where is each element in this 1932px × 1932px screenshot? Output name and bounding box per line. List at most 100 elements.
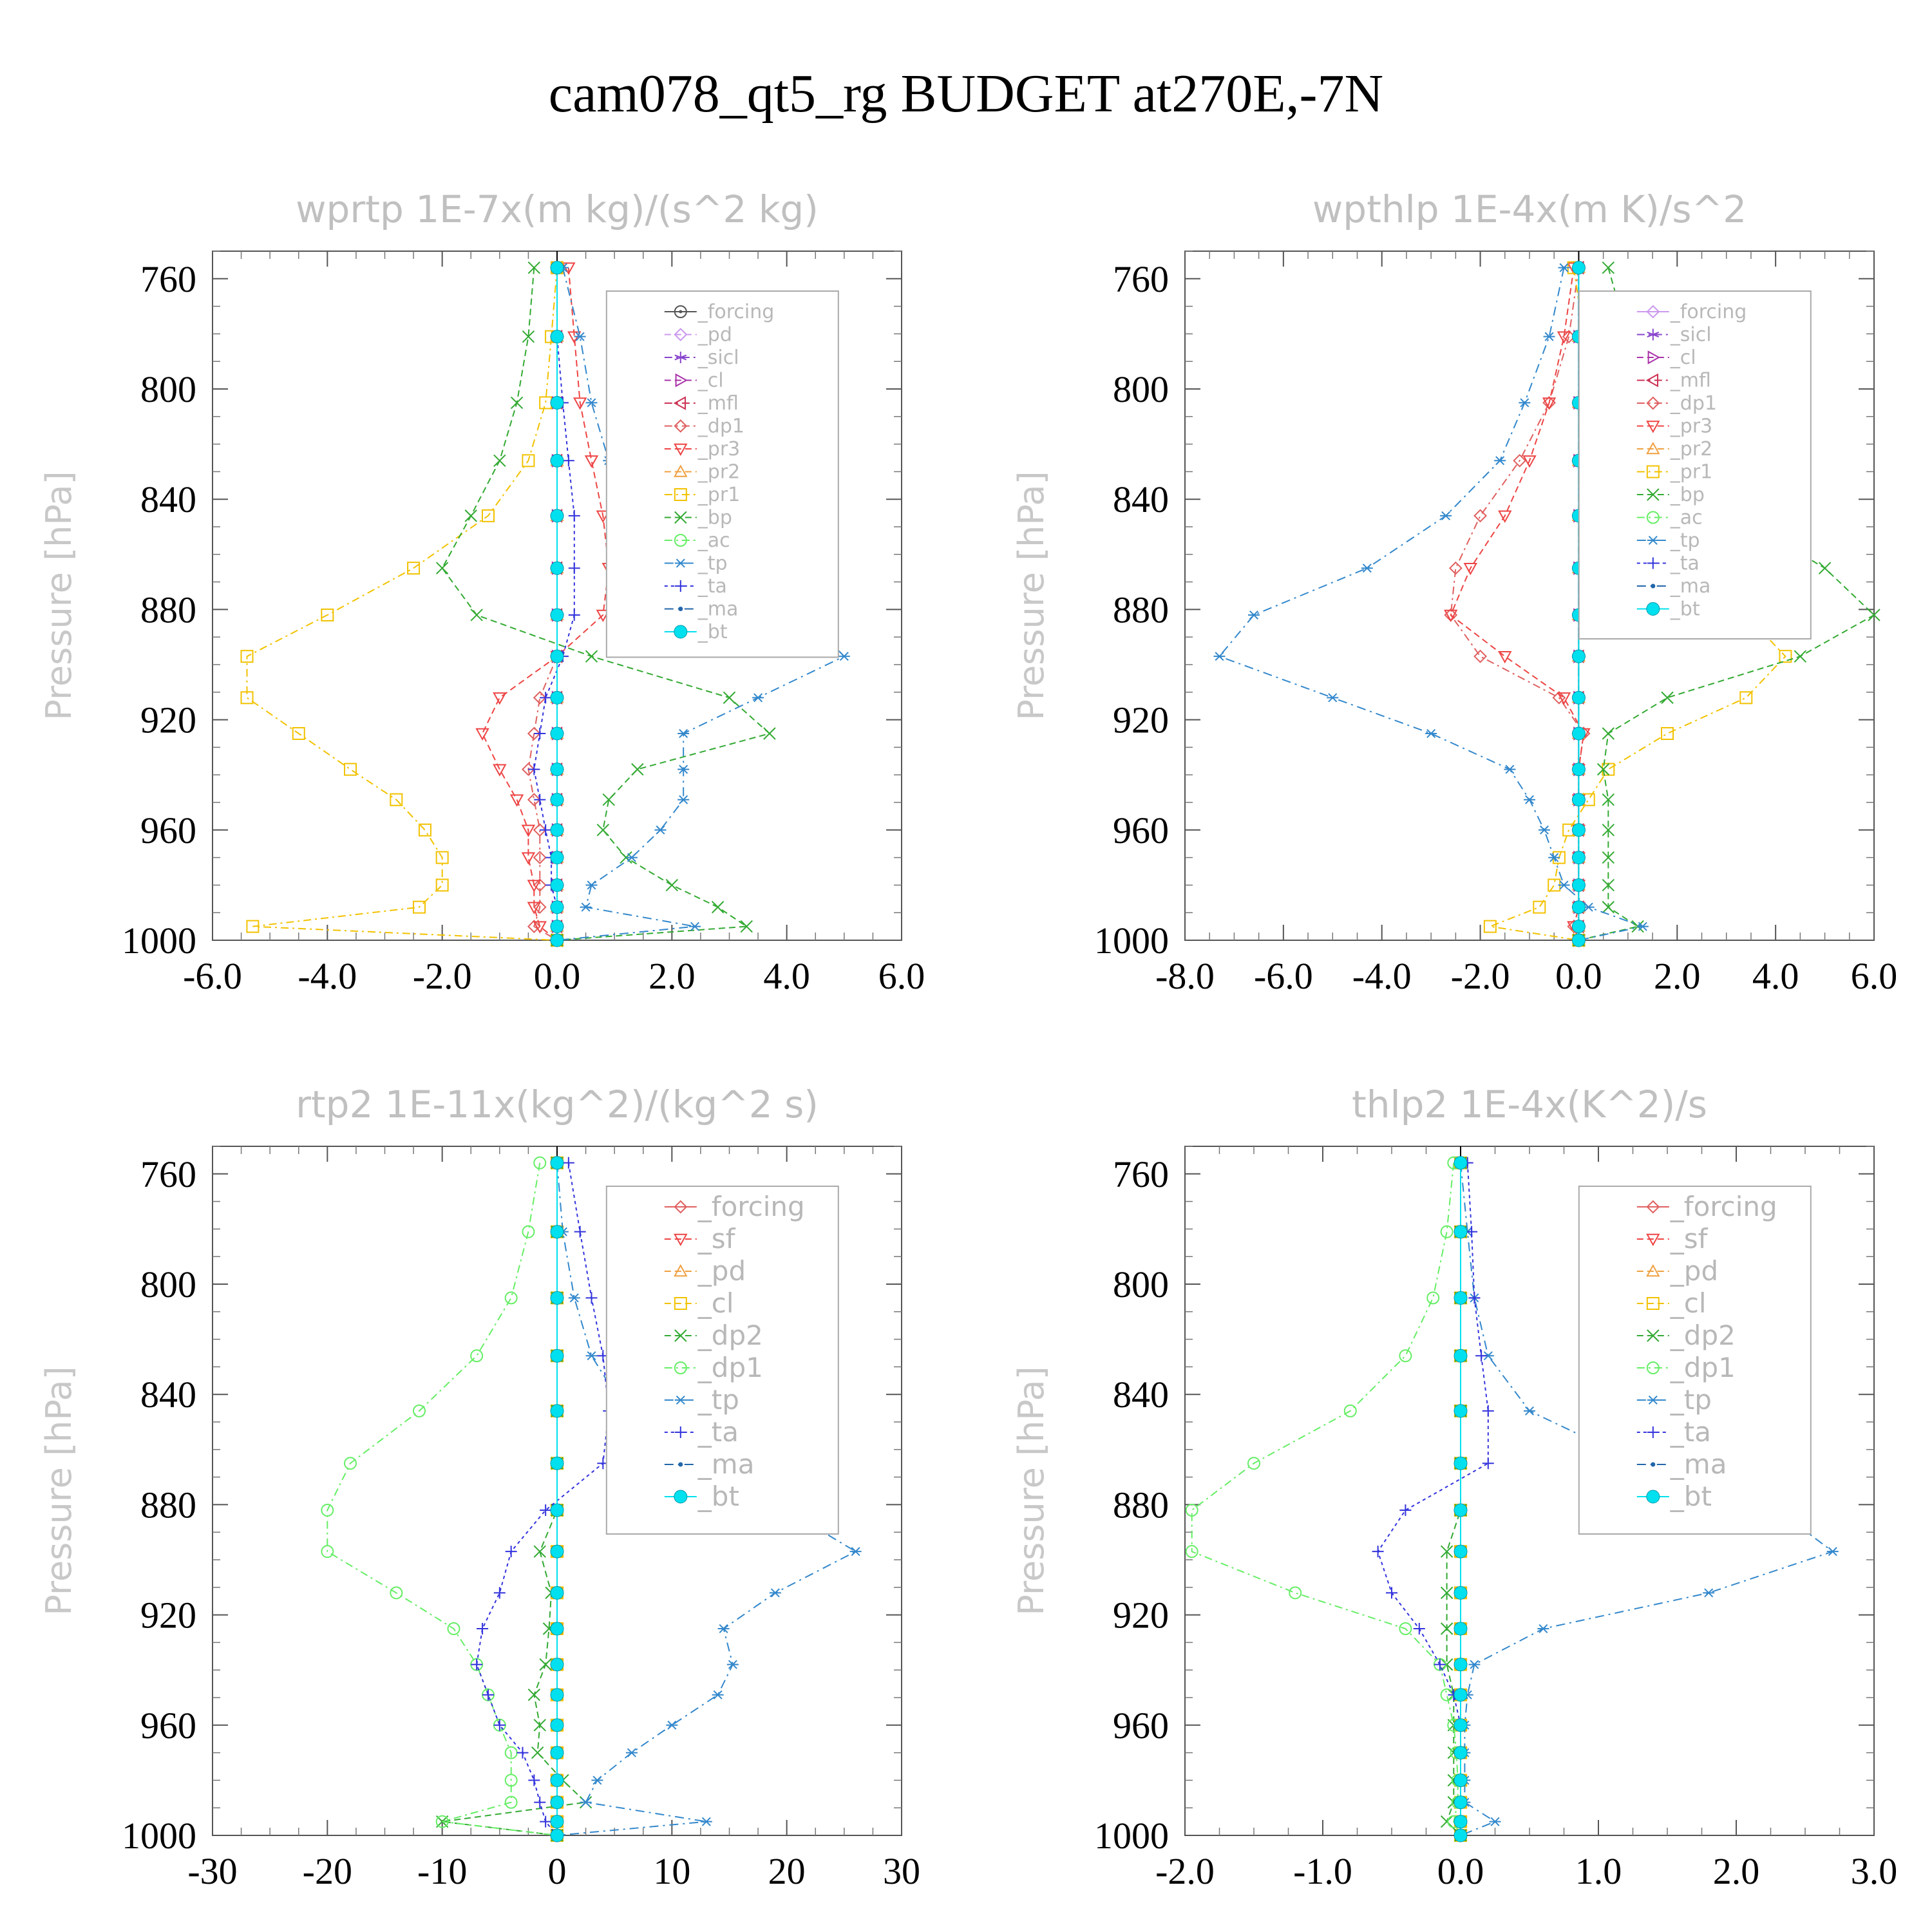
data-point xyxy=(550,1291,564,1305)
legend-marker xyxy=(1647,328,1660,341)
data-point xyxy=(1454,1156,1468,1170)
legend-label: _bt xyxy=(1670,1481,1712,1512)
data-point xyxy=(550,1828,564,1842)
data-point xyxy=(1498,510,1512,523)
legend-box xyxy=(605,290,839,658)
data-point xyxy=(435,1815,449,1828)
data-point xyxy=(1571,726,1586,741)
legend-item: _cl xyxy=(664,370,724,392)
legend-label: _tp xyxy=(697,553,728,575)
data-point xyxy=(550,1225,564,1239)
data-point xyxy=(849,1547,862,1557)
legend-item: _ta xyxy=(664,1416,739,1448)
data-point xyxy=(471,1658,483,1671)
legend-label: _ac xyxy=(697,529,730,552)
data-point xyxy=(1454,1349,1468,1363)
legend-marker xyxy=(1646,602,1660,616)
chart-panel-1: wprtp 1E-7x(m kg)/(s^2 kg) Pressure [hPa]… xyxy=(39,187,925,997)
data-point xyxy=(1454,1456,1468,1470)
data-point xyxy=(625,1748,638,1757)
data-point xyxy=(1454,1586,1468,1600)
y-tick-label: 1000 xyxy=(122,920,196,961)
data-point xyxy=(533,900,547,914)
legend-label: _ma xyxy=(697,598,739,621)
figure-title: cam078_qt5_rg BUDGET at270E,-7N xyxy=(549,64,1383,124)
series-line xyxy=(1377,1162,1489,1835)
data-point xyxy=(1463,563,1477,576)
data-point xyxy=(1818,562,1832,574)
legend-marker xyxy=(674,511,687,524)
data-point xyxy=(654,825,667,835)
x-tick-label: 6.0 xyxy=(878,955,925,997)
legend-item: _ma xyxy=(664,1448,754,1480)
data-point xyxy=(1537,1624,1549,1634)
data-point xyxy=(1440,1622,1454,1635)
y-tick-label: 880 xyxy=(140,589,196,630)
data-point xyxy=(585,1292,598,1304)
series_bt xyxy=(550,1156,564,1842)
data-point xyxy=(550,1503,564,1517)
data-point xyxy=(550,1718,564,1732)
legend-box xyxy=(1578,290,1812,639)
legend-label: _cl xyxy=(697,370,724,392)
legend-label: _bt xyxy=(697,1481,739,1512)
y-tick-label: 880 xyxy=(1113,589,1169,630)
data-point xyxy=(700,1817,712,1826)
legend-label: _mfl xyxy=(697,392,739,415)
legend: _forcing_sf_pd_cl_dp2_dp1_tp_ta_ma_bt xyxy=(605,1186,839,1535)
data-point xyxy=(527,1689,541,1701)
data-point xyxy=(531,1746,544,1759)
legend-marker xyxy=(1645,373,1658,388)
data-point xyxy=(550,1156,564,1170)
legend-marker xyxy=(674,1297,687,1310)
data-point xyxy=(533,690,547,705)
data-point xyxy=(1548,853,1560,862)
legend-label: _pr3 xyxy=(697,438,740,460)
legend-label: _tp xyxy=(1670,1384,1712,1416)
series_bt xyxy=(1454,1156,1468,1842)
data-point xyxy=(625,853,638,862)
series-line xyxy=(1450,267,1585,941)
legend-marker xyxy=(674,443,688,457)
series-line xyxy=(1191,1162,1461,1836)
legend-item: _pd xyxy=(1636,1255,1718,1287)
data-point xyxy=(752,693,764,703)
legend-item: _pr3 xyxy=(664,438,740,460)
data-point xyxy=(550,1404,564,1418)
legend-marker xyxy=(674,464,688,477)
legend-item: _tp xyxy=(664,553,728,575)
legend-marker xyxy=(1646,511,1660,524)
legend-label: _pr2 xyxy=(697,461,740,484)
x-tick-label: 2.0 xyxy=(1713,1850,1760,1892)
data-point xyxy=(711,900,724,914)
legend-item: _sf xyxy=(664,1223,736,1255)
y-tick-label: 920 xyxy=(1113,699,1169,741)
data-point xyxy=(509,794,524,807)
data-point xyxy=(1454,1225,1468,1239)
legend-item: _cl xyxy=(664,1287,734,1319)
series_ta xyxy=(1372,1157,1494,1841)
data-point xyxy=(550,878,564,892)
legend-item: _forcing xyxy=(664,301,774,323)
legend-item: _tp xyxy=(1636,529,1700,552)
data-point xyxy=(521,852,536,865)
series-line xyxy=(533,267,575,940)
x-tick-label: -2.0 xyxy=(1155,1850,1215,1892)
series_ta xyxy=(471,1157,615,1841)
x-tick-label: 2.0 xyxy=(649,955,696,997)
data-point xyxy=(522,330,535,343)
x-tick-label: -1.0 xyxy=(1293,1850,1352,1892)
data-point xyxy=(527,880,542,893)
data-point xyxy=(1571,900,1586,914)
y-axis-label: Pressure [hPa] xyxy=(1011,471,1052,720)
data-point xyxy=(1558,880,1570,890)
legend-label: _cl xyxy=(1670,346,1696,369)
x-tick-label: 10 xyxy=(653,1850,690,1892)
y-tick-label: 880 xyxy=(1113,1484,1169,1526)
data-point xyxy=(540,1504,552,1516)
data-point xyxy=(540,692,552,704)
data-point xyxy=(533,823,547,837)
data-point xyxy=(539,396,553,410)
y-tick-label: 920 xyxy=(1113,1595,1169,1636)
